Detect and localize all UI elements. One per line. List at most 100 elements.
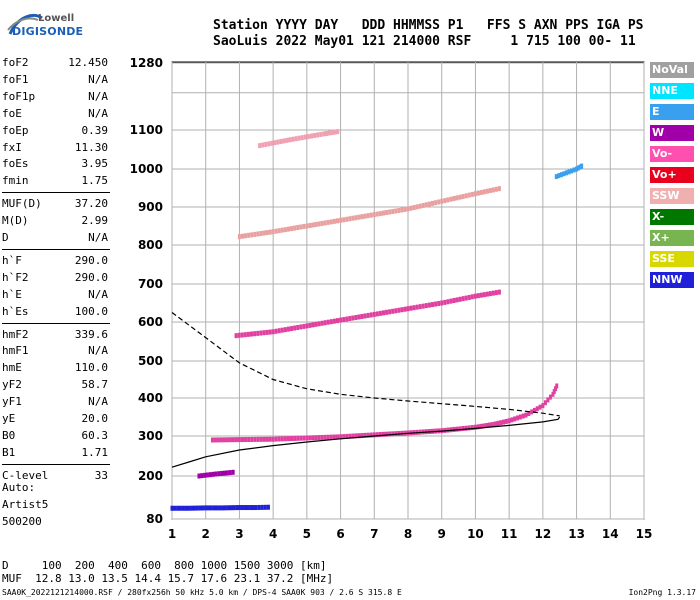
logo-text-lowell: Lowell (38, 13, 75, 24)
profiles (171, 312, 561, 468)
echo-point (351, 215, 355, 221)
echo-point (283, 436, 287, 442)
echo-trace (234, 289, 501, 339)
echo-point (400, 207, 404, 213)
echo-point (357, 214, 361, 220)
echo-point (345, 316, 349, 322)
echo-point (415, 304, 419, 310)
echo-point (348, 433, 352, 439)
autoscaler-version: 500200 (2, 515, 42, 528)
param-value: N/A (88, 106, 108, 120)
echo-point (336, 218, 340, 224)
echo-point (271, 229, 275, 235)
echo-point (378, 211, 382, 217)
echo-point (305, 323, 309, 329)
echo-point (262, 436, 266, 442)
echo-point (220, 470, 224, 476)
legend-item: W (650, 125, 694, 141)
echo-point (476, 424, 480, 430)
echo-point (240, 233, 244, 239)
echo-point (564, 170, 568, 176)
echo-point (311, 322, 315, 328)
legend-item: SSW (650, 188, 694, 204)
echo-point (305, 435, 309, 441)
echo-point (250, 331, 254, 337)
echo-point (473, 424, 477, 430)
echo-point (580, 163, 584, 169)
param-row: MUF(D) 37.20 (2, 197, 108, 211)
echo-point (280, 436, 284, 442)
echo-point (211, 471, 215, 477)
param-name: C-level (2, 468, 49, 482)
echo-point (329, 319, 333, 325)
echo-point (403, 206, 407, 212)
echo-point (234, 333, 238, 339)
param-name: M(D) (2, 214, 29, 228)
echo-point (226, 505, 230, 511)
echo-point (283, 227, 287, 233)
echo-point (268, 229, 272, 235)
lowell-digisonde-logo (4, 10, 76, 40)
echo-point (299, 224, 303, 230)
echo-point (213, 437, 217, 443)
echo-point (507, 418, 511, 424)
echo-point (286, 326, 290, 332)
echo-point (320, 220, 324, 226)
echo-point (535, 406, 539, 412)
echo-point (369, 212, 373, 218)
echo-point (388, 209, 392, 215)
echo-point (385, 210, 389, 216)
echo-point (388, 309, 392, 315)
echo-point (253, 436, 257, 442)
echo-point (265, 329, 269, 335)
echo-point (412, 205, 416, 211)
echo-point (490, 422, 494, 428)
echo-point (302, 224, 306, 230)
legend-item: NNE (650, 83, 694, 99)
echo-point (332, 218, 336, 224)
echo-trace (258, 129, 340, 149)
echo-point (170, 505, 174, 511)
echo-point (192, 505, 196, 511)
param-row: foF1p N/A (2, 90, 108, 104)
param-value: 11.30 (74, 140, 108, 154)
echo-point (482, 189, 486, 195)
echo-point (221, 505, 225, 511)
echo-point (557, 173, 561, 179)
echo-point (559, 172, 563, 178)
x-tick-label: 1 (168, 527, 176, 541)
echo-point (455, 195, 459, 201)
x-tick-label: 5 (303, 527, 311, 541)
legend-item: NNW (650, 272, 694, 288)
echo-point (381, 310, 385, 316)
echo-point (299, 324, 303, 330)
echo-point (258, 143, 262, 149)
echo-point (187, 505, 191, 511)
echo-point (485, 291, 489, 297)
legend-item: SSE (650, 251, 694, 267)
echo-point (342, 317, 346, 323)
echo-point (277, 436, 281, 442)
echo-point (499, 420, 503, 426)
param-separator (2, 463, 110, 465)
echo-point (378, 432, 382, 438)
echo-point (237, 437, 241, 443)
y-tick-label: 200 (138, 469, 163, 483)
echo-point (316, 132, 320, 138)
echo-point (455, 297, 459, 303)
x-tick-label: 9 (438, 527, 446, 541)
echo-point (173, 505, 177, 511)
echo-point (342, 217, 346, 223)
param-value: 20.0 (81, 412, 109, 425)
echo-point (231, 469, 235, 475)
echo-point (200, 473, 204, 479)
param-value: 33 (94, 468, 108, 482)
echo-point (178, 505, 182, 511)
echo-point (479, 423, 483, 429)
param-separator (2, 322, 110, 324)
echo-point (181, 505, 185, 511)
echo-point (253, 231, 257, 237)
param-row: B0 60.3 (2, 429, 108, 443)
echo-point (280, 227, 284, 233)
chart-grid (171, 62, 645, 520)
